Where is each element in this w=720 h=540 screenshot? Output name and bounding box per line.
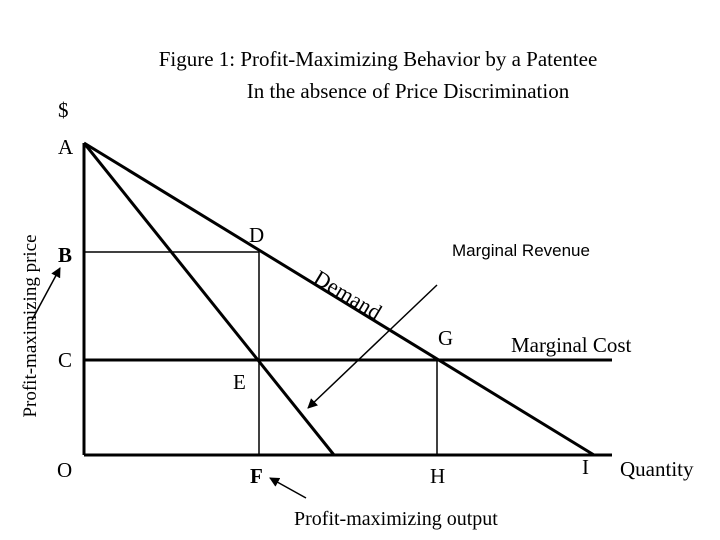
output-pointer-arrow <box>269 477 307 499</box>
profit-maximizing-price-label: Profit-maximizing price <box>20 234 41 417</box>
marginal-cost-label: Marginal Cost <box>511 333 632 357</box>
quantity-axis-label: Quantity <box>620 457 694 481</box>
marginal-revenue-label: Marginal Revenue <box>452 241 590 260</box>
point-g-label: G <box>438 326 453 350</box>
point-e-label: E <box>233 370 246 394</box>
y-axis-unit-label: $ <box>58 98 69 122</box>
point-c-label: C <box>58 348 72 372</box>
point-b-label: B <box>58 243 72 267</box>
marginal-revenue-pointer-arrow <box>307 284 438 409</box>
price-pointer-arrow <box>31 267 61 321</box>
marginal-revenue-curve <box>82 142 336 456</box>
title-line-1: Figure 1: Profit-Maximizing Behavior by … <box>159 47 598 71</box>
demand-curve <box>83 141 595 457</box>
demand-curve-label: Demand <box>309 265 386 325</box>
point-a-label: A <box>58 135 74 159</box>
point-h-label: H <box>430 464 445 488</box>
point-d-label: D <box>249 223 264 247</box>
origin-label: O <box>57 458 72 482</box>
profit-maximizing-output-label: Profit-maximizing output <box>294 508 498 530</box>
point-f-label: F <box>250 464 263 488</box>
title-line-2: In the absence of Price Discrimination <box>247 79 570 103</box>
point-i-label: I <box>582 455 589 479</box>
